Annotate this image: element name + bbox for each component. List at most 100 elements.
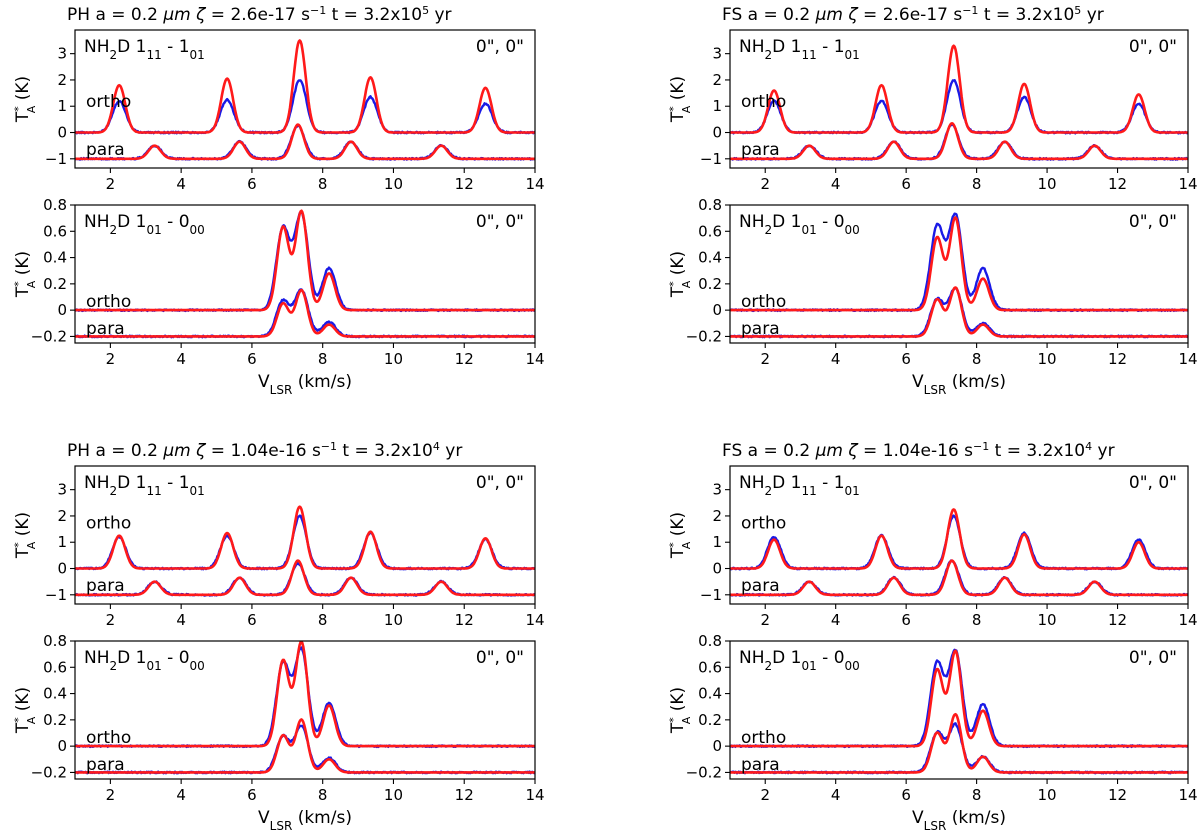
x-axis-label: VLSR (km/s) (258, 808, 352, 833)
y-tick-label: 3 (57, 481, 67, 499)
y-tick-label: 0 (712, 301, 722, 319)
x-tick-label: 8 (972, 175, 982, 193)
y-axis-label: T*A (K) (667, 512, 693, 559)
y-tick-label: 0.4 (698, 685, 722, 703)
x-tick-label: 12 (1108, 350, 1127, 368)
x-tick-label: 2 (106, 175, 116, 193)
chart-title: FS a = 0.2 μm ζ = 1.04e-16 s−1 t = 3.2x1… (722, 440, 1115, 462)
x-tick-label: 12 (1108, 175, 1127, 193)
x-tick-label: 12 (1108, 786, 1127, 804)
x-tick-label: 6 (901, 611, 911, 629)
para-model-spectrum (75, 718, 535, 774)
axes-frame (729, 640, 1189, 780)
x-tick-label: 8 (318, 611, 328, 629)
para-model-spectrum (75, 559, 535, 597)
y-tick-label: 0.4 (43, 249, 67, 267)
x-tick-label: 10 (384, 175, 403, 193)
y-tick-label: −1 (45, 150, 67, 168)
ortho-model-spectrum (75, 209, 535, 312)
panel-3-1: ortho para 2 4 6 8 10 12 14 −0.2 0 0.2 0.4 0.6 0.8 NH2D… (667, 632, 1198, 833)
x-tick-label: 6 (247, 611, 257, 629)
y-tick-label: 0 (712, 560, 722, 578)
transition-label: NH2D 111 - 101 (739, 473, 860, 498)
transition-label: NH2D 101 - 000 (739, 212, 860, 237)
y-tick-label: 2 (57, 71, 67, 89)
y-tick-label: 3 (57, 45, 67, 63)
offset-label: 0", 0" (476, 473, 524, 493)
x-axis-label: VLSR (km/s) (912, 808, 1006, 833)
x-tick-label: 6 (247, 350, 257, 368)
ortho-label: ortho (86, 92, 131, 112)
panel-1-1: ortho para 2 4 6 8 10 12 14 −0.2 0 0.2 0.4 0.6 0.8 NH2D… (667, 196, 1198, 397)
y-tick-label: 3 (712, 45, 722, 63)
transition-label: NH2D 101 - 000 (84, 648, 205, 673)
para-model-spectrum (730, 286, 1188, 338)
y-tick-label: −1 (700, 150, 722, 168)
offset-label: 0", 0" (476, 212, 524, 232)
para-label: para (741, 755, 780, 775)
x-tick-label: 6 (247, 786, 257, 804)
y-tick-label: 3 (712, 481, 722, 499)
y-tick-label: 0 (57, 737, 67, 755)
ortho-label: ortho (741, 92, 786, 112)
ortho-model-spectrum (730, 649, 1188, 748)
x-tick-label: 2 (760, 350, 770, 368)
panel-2-1: ortho para 2 4 6 8 10 12 14 −0.2 0 0.2 0.4 0.6 0.8 NH2D… (12, 632, 545, 833)
y-tick-label: 0.8 (698, 196, 722, 214)
para-label: para (86, 755, 125, 775)
x-tick-label: 6 (901, 175, 911, 193)
transition-label: NH2D 111 - 101 (739, 37, 860, 62)
axes-frame (74, 29, 536, 169)
x-tick-label: 8 (972, 611, 982, 629)
transition-label: NH2D 111 - 101 (84, 473, 205, 498)
ortho-label: ortho (741, 514, 786, 534)
ortho-label: ortho (86, 514, 131, 534)
y-axis-label: T*A (K) (12, 687, 38, 734)
para-observed-spectrum (730, 722, 1188, 775)
x-tick-label: 14 (1178, 175, 1197, 193)
y-tick-label: 1 (712, 533, 722, 551)
x-tick-label: 2 (106, 786, 116, 804)
y-tick-label: 2 (712, 71, 722, 89)
y-axis-label: T*A (K) (667, 687, 693, 734)
transition-label: NH2D 111 - 101 (84, 37, 205, 62)
ortho-observed-spectrum (75, 79, 535, 135)
axes-frame (729, 204, 1189, 344)
y-tick-label: 0.6 (698, 222, 722, 240)
x-tick-label: 8 (972, 350, 982, 368)
ortho-observed-spectrum (730, 79, 1188, 135)
offset-label: 0", 0" (1129, 37, 1177, 57)
y-tick-label: 0 (712, 737, 722, 755)
para-label: para (86, 140, 125, 160)
axes-frame (729, 29, 1189, 169)
y-tick-label: −1 (45, 586, 67, 604)
x-tick-label: 8 (318, 175, 328, 193)
x-tick-label: 14 (1178, 611, 1197, 629)
x-tick-label: 8 (972, 786, 982, 804)
y-tick-label: 0.8 (43, 196, 67, 214)
ortho-label: ortho (741, 292, 786, 312)
x-tick-label: 6 (901, 786, 911, 804)
y-axis-label: T*A (K) (12, 251, 38, 298)
y-axis-label: T*A (K) (667, 251, 693, 298)
ortho-model-spectrum (730, 508, 1188, 570)
x-tick-label: 6 (247, 175, 257, 193)
x-tick-label: 14 (1178, 350, 1197, 368)
x-axis-label: VLSR (km/s) (912, 372, 1006, 397)
x-tick-label: 8 (318, 786, 328, 804)
x-tick-label: 12 (455, 786, 474, 804)
para-model-spectrum (75, 288, 535, 338)
axes-frame (74, 204, 536, 344)
y-tick-label: −0.2 (31, 763, 67, 781)
x-tick-label: 10 (384, 611, 403, 629)
y-tick-label: 0.6 (698, 658, 722, 676)
y-tick-label: 0 (57, 301, 67, 319)
y-tick-label: 0.4 (698, 249, 722, 267)
y-axis-label: T*A (K) (12, 512, 38, 559)
y-tick-label: 2 (712, 507, 722, 525)
x-tick-label: 14 (1178, 786, 1197, 804)
